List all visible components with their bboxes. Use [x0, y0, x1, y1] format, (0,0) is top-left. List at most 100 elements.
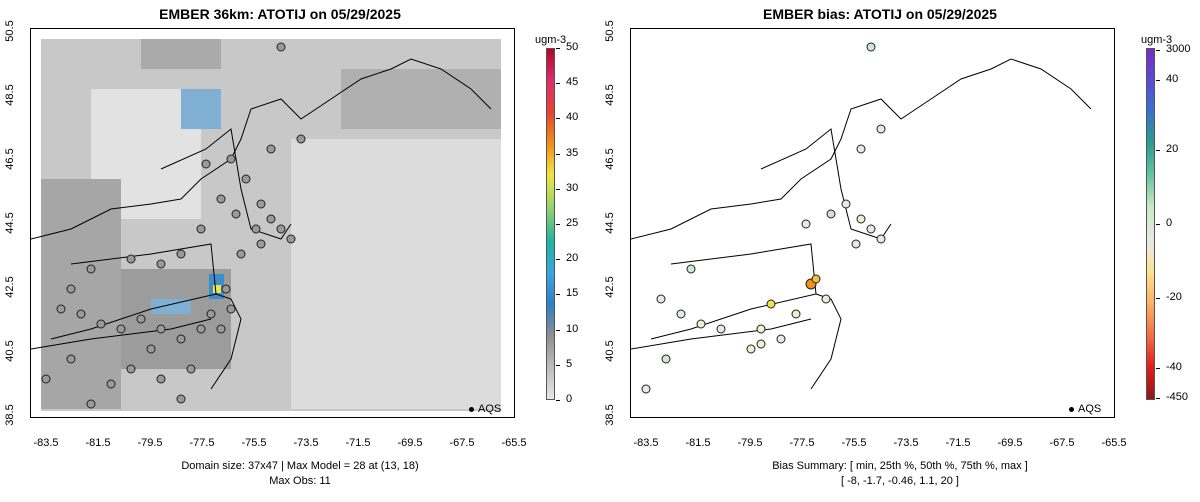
coastline	[810, 293, 842, 390]
domain-summary: Domain size: 37x47 | Max Model = 28 at (…	[181, 460, 419, 472]
model-map-svg	[31, 39, 501, 411]
bias-map-plot[interactable]: AQS	[630, 28, 1115, 418]
y-tick-label: 42.5	[4, 276, 16, 298]
y-tick-label: 48.5	[4, 84, 16, 106]
colorbar-tick	[1156, 79, 1160, 81]
colorbar-tick	[1156, 49, 1160, 51]
x-tick-label: -79.5	[137, 437, 163, 449]
x-tick-label: -71.5	[945, 437, 971, 449]
x-tick-label: -81.5	[685, 437, 711, 449]
x-tick-label: -69.5	[997, 437, 1023, 449]
x-tick-label: -71.5	[345, 437, 371, 449]
model-map-panel: EMBER 36km: ATOTIJ on 05/29/2025	[4, 6, 579, 487]
colorbar-tick	[1156, 297, 1160, 299]
colorbar	[546, 48, 555, 400]
model-field-mid-region	[341, 69, 501, 129]
bias-station-markers	[641, 42, 886, 394]
colorbar-unit: ugm-3	[1141, 34, 1173, 46]
model-field-blue-region	[151, 299, 191, 314]
colorbar	[1146, 48, 1155, 400]
colorbar-unit: ugm-3	[535, 34, 567, 46]
model-field-mid-region	[141, 39, 221, 69]
x-tick-label: -73.5	[293, 437, 319, 449]
y-tick-label: 38.5	[604, 404, 616, 426]
x-tick-label: -73.5	[893, 437, 919, 449]
aqs-legend: AQS	[1069, 403, 1101, 415]
colorbar-tick	[556, 329, 560, 331]
colorbar-tick-label: 0	[1166, 217, 1173, 229]
aqs-marker-icon	[469, 406, 474, 412]
colorbar-tick-label: -450	[1166, 391, 1189, 404]
x-tick-label: -77.5	[789, 437, 815, 449]
state-boundary	[160, 128, 292, 240]
bias-summary-values: [ -8, -1.7, -0.46, 1.1, 20 ]	[840, 475, 959, 487]
colorbar-tick	[556, 188, 560, 190]
colorbar-tick-label: 10	[566, 322, 579, 335]
coastline	[31, 58, 492, 240]
bias-map-svg	[631, 42, 1092, 394]
colorbar-tick	[556, 364, 560, 366]
state-boundary	[31, 318, 212, 350]
model-field-high-region	[41, 179, 121, 409]
map-title: EMBER 36km: ATOTIJ on 05/29/2025	[159, 6, 401, 22]
colorbar-tick	[556, 153, 560, 155]
y-tick-label: 48.5	[604, 84, 616, 106]
y-tick-label: 46.5	[604, 148, 616, 170]
colorbar-tick-label: 50	[566, 41, 579, 53]
x-tick-label: -67.5	[449, 437, 475, 449]
x-tick-label: -67.5	[1049, 437, 1075, 449]
x-tick-label: -81.5	[85, 437, 111, 449]
x-tick-label: -83.5	[633, 437, 659, 449]
colorbar-tick	[1156, 398, 1160, 400]
aqs-legend: AQS	[469, 403, 501, 415]
x-tick-label: -65.5	[1101, 437, 1127, 449]
x-tick-label: -79.5	[737, 437, 763, 449]
aqs-legend-label: AQS	[478, 403, 502, 415]
y-tick-label: 44.5	[604, 212, 616, 234]
colorbar-tick	[556, 294, 560, 296]
model-field-blue-region	[181, 89, 221, 129]
colorbar-tick-label: 20	[1166, 143, 1179, 156]
x-tick-label: -69.5	[397, 437, 423, 449]
y-tick-label: 50.5	[4, 20, 16, 42]
coastline	[210, 293, 242, 390]
bias-map-panel: EMBER bias: ATOTIJ on 05/29/2025	[600, 0, 1200, 502]
colorbar-tick-label: -20	[1166, 290, 1182, 303]
y-tick-label: 50.5	[604, 20, 616, 42]
model-map-plot[interactable]: AQS	[30, 28, 515, 418]
x-tick-label: -75.5	[841, 437, 867, 449]
y-tick-label: 46.5	[4, 148, 16, 170]
colorbar-tick-label: 0	[566, 393, 573, 405]
x-tick-label: -75.5	[241, 437, 267, 449]
model-field-low-region	[291, 139, 501, 409]
colorbar-tick	[556, 259, 560, 261]
colorbar-tick	[1156, 368, 1160, 370]
colorbar-tick-label: 20	[566, 252, 579, 265]
bias-summary-header: Bias Summary: [ min, 25th %, 50th %, 75t…	[772, 460, 1028, 472]
state-boundary	[650, 243, 817, 340]
station-markers	[41, 42, 306, 409]
model-field-max-cell	[213, 285, 221, 293]
y-tick-label: 40.5	[4, 340, 16, 362]
colorbar-tick	[556, 118, 560, 120]
x-tick-label: -77.5	[189, 437, 215, 449]
x-tick-label: -65.5	[501, 437, 527, 449]
max-obs-summary: Max Obs: 11	[269, 475, 331, 487]
colorbar-tick-label: 5	[566, 357, 573, 370]
colorbar-tick-label: 15	[566, 287, 579, 300]
colorbar-tick-label: 3000	[1166, 42, 1191, 55]
colorbar-tick	[1156, 150, 1160, 152]
map-title: EMBER bias: ATOTIJ on 05/29/2025	[763, 6, 997, 22]
colorbar-tick	[556, 224, 560, 225]
colorbar-tick-label: 45	[566, 76, 579, 89]
y-tick-label: 38.5	[4, 404, 16, 426]
aqs-legend-label: AQS	[1078, 403, 1102, 415]
state-boundary	[631, 318, 812, 350]
colorbar-tick-label: 40	[566, 111, 579, 124]
aqs-marker-icon	[1069, 406, 1074, 412]
colorbar-tick	[556, 83, 560, 85]
colorbar-tick-label: 40	[1166, 72, 1179, 85]
state-boundary	[760, 128, 892, 240]
colorbar-tick-label: 25	[566, 217, 579, 229]
y-tick-label: 40.5	[604, 340, 616, 362]
